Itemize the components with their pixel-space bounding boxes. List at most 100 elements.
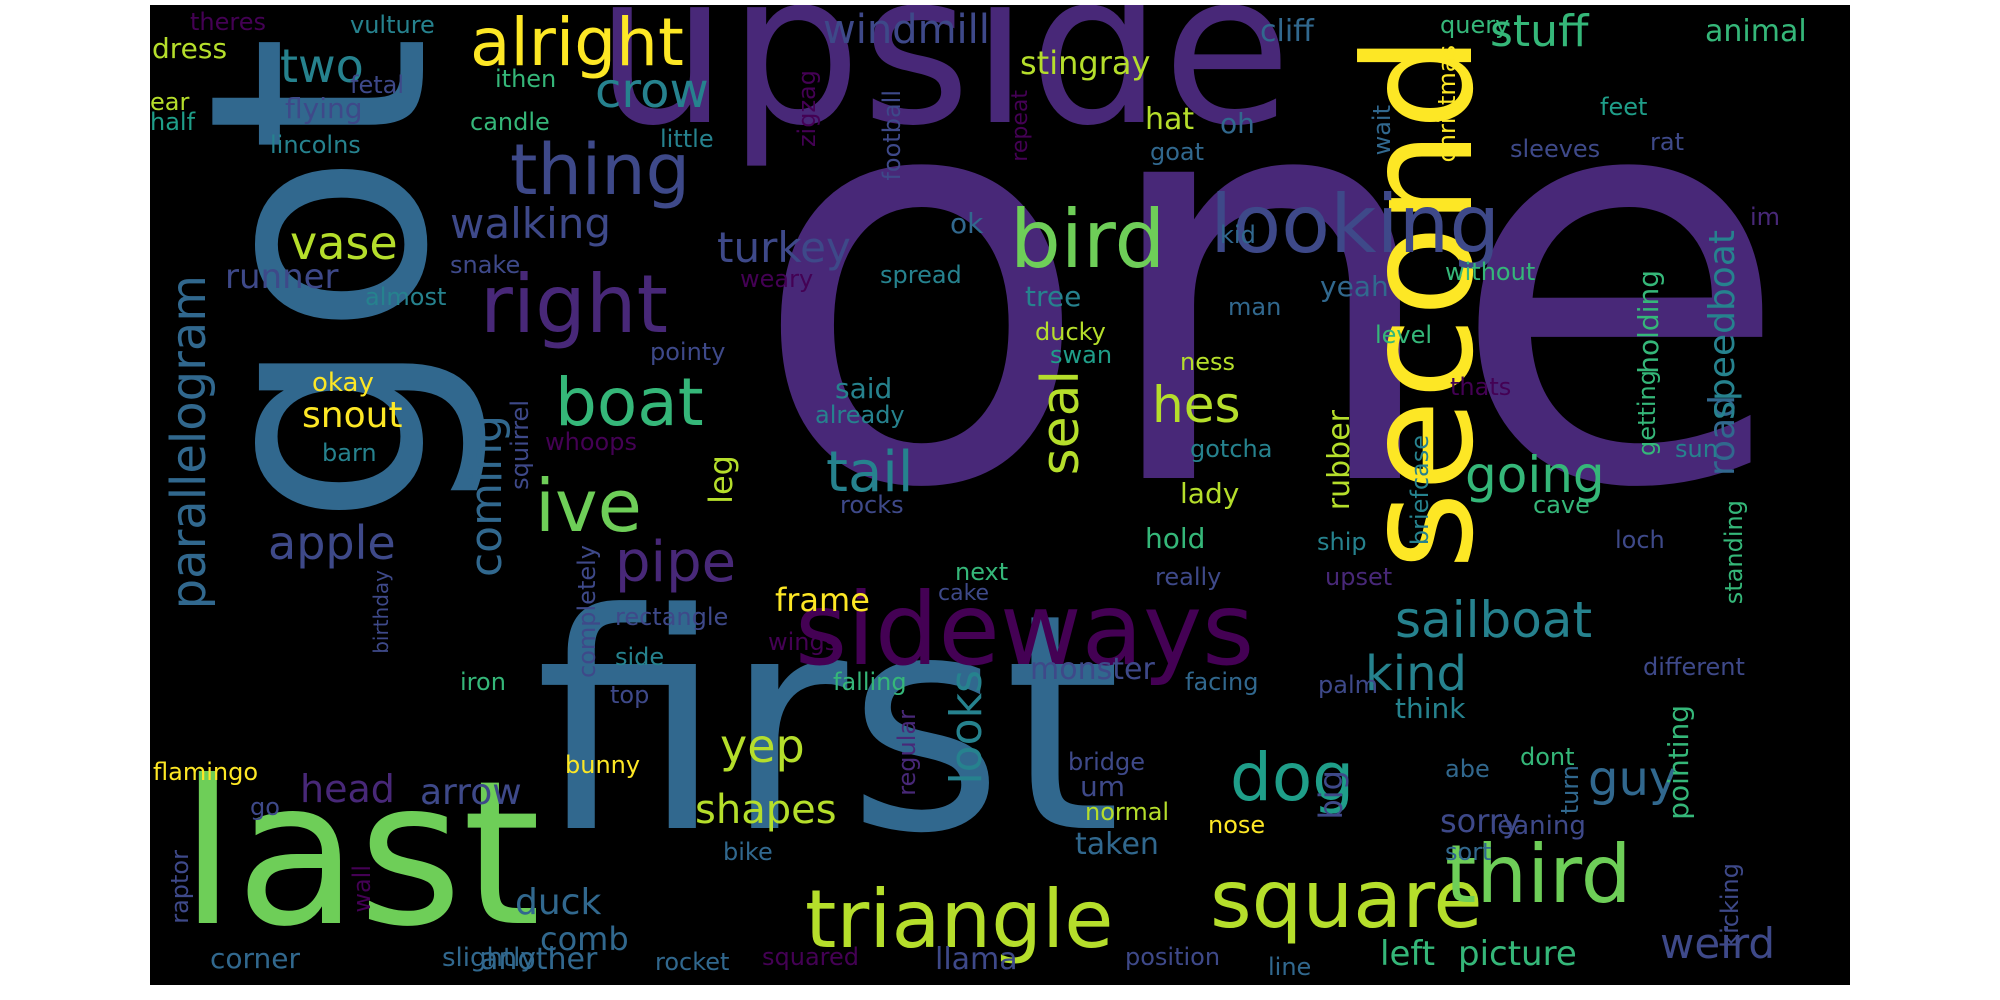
word: hes	[1152, 376, 1241, 434]
word: kind	[1365, 646, 1468, 702]
word: um	[1080, 770, 1126, 803]
word: oh	[1220, 107, 1255, 140]
word: runner	[225, 257, 339, 297]
word: said	[835, 372, 893, 405]
word: almost	[365, 283, 447, 311]
word: lincolns	[270, 131, 361, 159]
word: frame	[775, 581, 870, 619]
word: really	[1155, 563, 1222, 591]
word: first	[535, 550, 1122, 899]
word: vase	[290, 216, 398, 270]
word: arrow	[420, 772, 522, 813]
word: holding	[1632, 270, 1665, 374]
word: vulture	[350, 11, 435, 39]
word: slightly	[442, 943, 536, 973]
word: hat	[1145, 102, 1195, 137]
word: whoops	[545, 428, 637, 456]
word: crow	[595, 63, 709, 119]
word: lady	[1180, 477, 1240, 510]
word: palm	[1318, 671, 1378, 699]
word: speedboat	[1702, 230, 1743, 420]
word: zigzag	[793, 70, 821, 148]
word: pointing	[1662, 705, 1695, 820]
word: upset	[1325, 563, 1393, 591]
word: sideways	[795, 571, 1255, 688]
word: bunny	[565, 751, 641, 779]
word: already	[815, 401, 905, 429]
word: facing	[1185, 668, 1259, 696]
word: without	[1445, 258, 1536, 286]
word: dress	[152, 32, 228, 65]
word: rocks	[840, 491, 904, 519]
word: sun	[1675, 435, 1718, 463]
word: weary	[740, 265, 814, 293]
word: animal	[1705, 14, 1807, 49]
word: theres	[190, 8, 266, 36]
word: upside	[595, 5, 1292, 172]
word: snake	[450, 251, 521, 279]
word: picture	[1458, 934, 1577, 974]
word: half	[150, 108, 196, 136]
word: cliff	[1260, 14, 1314, 49]
word: taken	[1075, 827, 1159, 862]
word: duck	[515, 882, 602, 923]
word: ness	[1180, 348, 1235, 376]
word: big	[1312, 770, 1350, 820]
word: hold	[1145, 522, 1206, 555]
word: dog	[1230, 739, 1355, 816]
word: yep	[720, 719, 805, 773]
word: monster	[1030, 652, 1155, 687]
word: ive	[535, 464, 642, 548]
word: loch	[1615, 526, 1665, 554]
word: birthday	[369, 570, 393, 654]
word: completely	[573, 545, 601, 678]
word: corner	[210, 942, 301, 975]
word: nose	[1208, 811, 1266, 839]
word: standing	[1720, 500, 1748, 605]
word: ship	[1317, 528, 1367, 556]
word: comb	[540, 920, 629, 958]
word: flying	[285, 92, 363, 125]
word: top	[610, 681, 650, 709]
word: walking	[450, 199, 612, 248]
word: looking	[1210, 178, 1501, 271]
word: kid	[1220, 221, 1256, 249]
word: sort	[1445, 838, 1492, 866]
word: looks	[941, 670, 992, 785]
word: guy	[1588, 751, 1678, 807]
word: cave	[1533, 491, 1590, 519]
word: triangle	[805, 873, 1114, 966]
word: abe	[1445, 755, 1490, 783]
word: sleeves	[1510, 135, 1601, 163]
word: windmill	[823, 7, 990, 53]
word: pipe	[615, 530, 737, 595]
word: boat	[555, 364, 704, 441]
word: query	[1440, 11, 1510, 39]
word: level	[1375, 321, 1433, 349]
word: little	[660, 125, 714, 153]
word: wall	[348, 865, 376, 913]
word: gotcha	[1190, 435, 1273, 463]
word: tail	[826, 440, 914, 505]
word: ok	[950, 207, 984, 240]
word: last	[180, 738, 541, 971]
word: cake	[938, 581, 990, 606]
word: bird	[1010, 193, 1166, 286]
word: thats	[1450, 373, 1512, 401]
word: stuff	[1490, 6, 1589, 57]
word: squared	[762, 943, 859, 971]
word: goat	[1150, 138, 1205, 166]
word: regular	[893, 710, 921, 796]
word: going	[1465, 446, 1605, 504]
word: go	[250, 793, 280, 821]
word: left	[1380, 934, 1436, 974]
word: wings	[768, 628, 838, 656]
word: man	[1228, 293, 1282, 321]
word: ducky	[1035, 318, 1106, 346]
word: apple	[268, 516, 396, 570]
word: thing	[510, 129, 691, 211]
word: repeat	[1008, 90, 1033, 162]
word: another	[480, 942, 598, 977]
word: feet	[1600, 93, 1648, 121]
word: head	[300, 767, 395, 811]
